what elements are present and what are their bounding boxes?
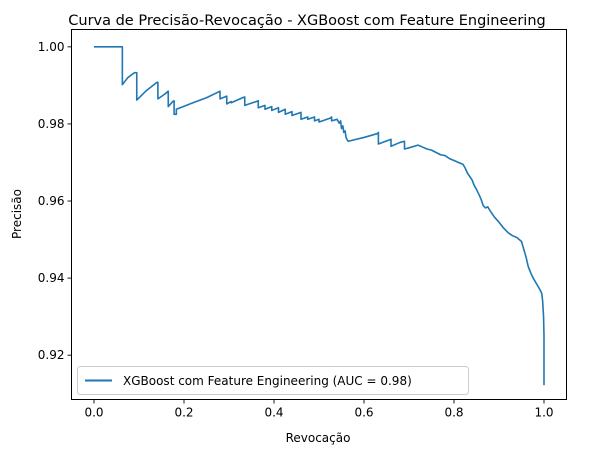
axes-frame [71,29,567,400]
y-tick-label: 0.92 [38,348,65,362]
legend: XGBoost com Feature Engineering (AUC = 0… [77,366,469,395]
y-axis: 0.92 0.94 0.96 0.98 1.00 [38,40,72,362]
x-tick-label: 0.8 [444,406,463,420]
x-tick-label: 0.2 [174,406,193,420]
y-tick-label: 0.96 [38,194,65,208]
x-axis-label: Revocação [286,431,351,445]
y-tick-label: 1.00 [38,40,65,54]
y-tick-label: 0.98 [38,117,65,131]
x-tick-label: 0.0 [84,406,103,420]
y-tick-label: 0.94 [38,271,65,285]
x-axis: 0.0 0.2 0.4 0.6 0.8 1.0 [84,399,554,420]
y-axis-label: Precisão [10,189,24,239]
legend-label: XGBoost com Feature Engineering (AUC = 0… [123,374,412,388]
series-line-0 [94,46,545,386]
plot-area [94,46,545,386]
chart-title: Curva de Precisão-Revocação - XGBoost co… [68,13,545,29]
legend-box [77,366,469,395]
x-tick-label: 0.4 [264,406,283,420]
x-tick-label: 1.0 [534,406,553,420]
x-tick-label: 0.6 [354,406,373,420]
